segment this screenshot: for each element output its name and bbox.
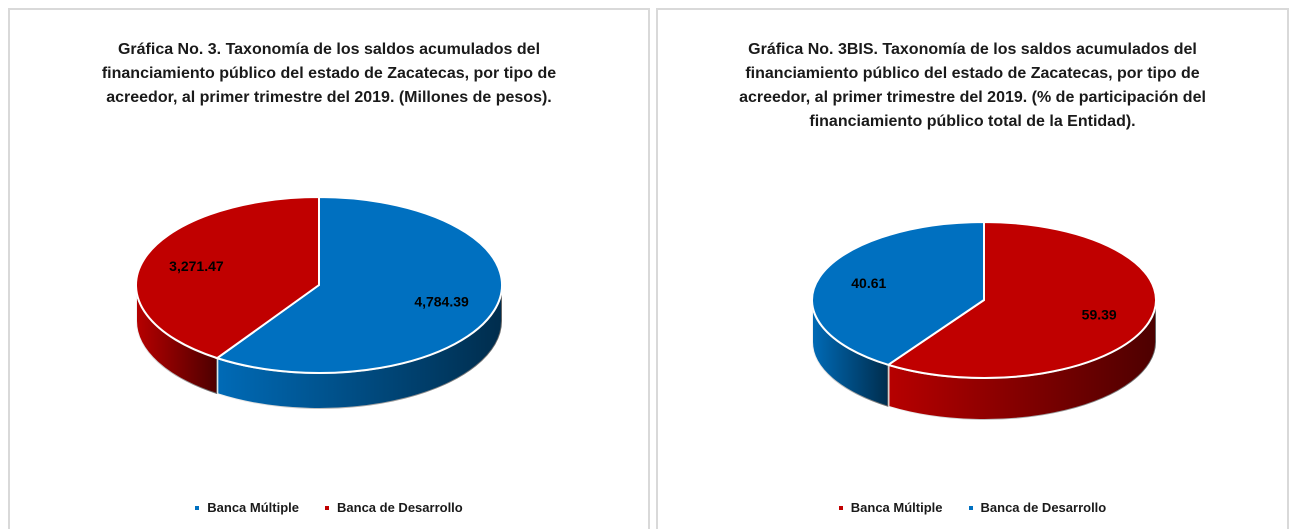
chart-panel: 4,784.39 3,271.47 Gráfica No. 3. Taxonomí…	[8, 8, 650, 529]
data-label: 59.39	[1082, 307, 1117, 323]
side-shade	[812, 300, 889, 407]
legend: Banca Múltiple Banca de Desarrollo	[10, 500, 648, 515]
legend-swatch	[195, 505, 200, 510]
legend-swatch	[325, 505, 330, 510]
chart-title: Gráfica No. 3BIS. Taxonomía de los saldo…	[739, 41, 1206, 130]
legend-label: Banca Múltiple	[850, 500, 943, 515]
chart-title: Gráfica No. 3. Taxonomía de los saldos a…	[101, 41, 557, 106]
pie-slice	[214, 195, 503, 374]
legend: Banca Múltiple Banca de Desarrollo	[658, 500, 1287, 515]
data-label: 4,784.39	[414, 294, 469, 310]
pie-chart: 59.39 40.61	[811, 220, 1157, 421]
legend-swatch	[838, 505, 843, 510]
pie-slice	[811, 220, 985, 366]
legend-item: Banca Múltiple	[195, 500, 299, 515]
legend-label: Banca Múltiple	[207, 500, 300, 515]
side-shade	[217, 285, 502, 409]
legend-item: Banca de Desarrollo	[325, 500, 463, 515]
chart-panel: 59.39 40.61 Gráfica No. 3BIS. Taxonomía d…	[656, 8, 1289, 529]
pie-slice	[886, 220, 1157, 379]
legend-label: Banca de Desarrollo	[980, 500, 1107, 515]
data-label: 3,271.47	[169, 258, 224, 274]
legend-item: Banca Múltiple	[838, 500, 943, 515]
legend-item: Banca de Desarrollo	[968, 500, 1107, 515]
side-shade	[888, 300, 1156, 420]
side-shade	[136, 285, 218, 395]
pie-slice	[135, 195, 320, 360]
pie-chart: 4,784.39 3,271.47	[135, 195, 503, 410]
legend-label: Banca de Desarrollo	[337, 500, 463, 515]
legend-swatch	[968, 505, 973, 510]
data-label: 40.61	[851, 275, 886, 291]
